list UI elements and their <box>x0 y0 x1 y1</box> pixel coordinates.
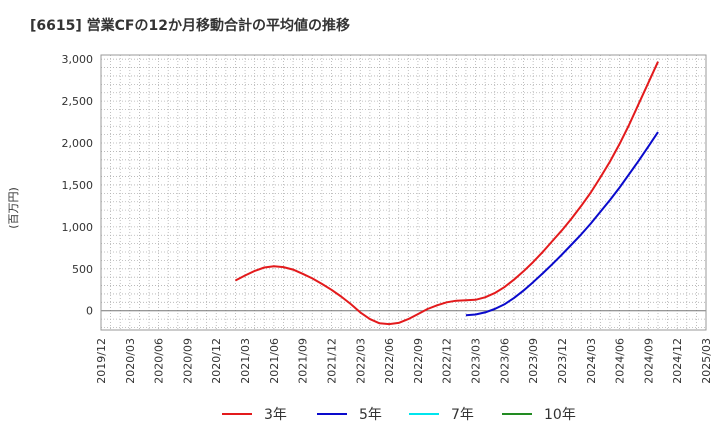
x-tick-label: 2021/09 <box>297 338 310 384</box>
y-tick-label: 0 <box>86 305 93 318</box>
legend-label: 10年 <box>544 407 576 423</box>
series-line-5年 <box>465 131 659 317</box>
y-tick-labels: 3,000 2,500 2,000 1,500 1,000 500 0 <box>62 53 94 318</box>
x-tick-label: 2019/12 <box>95 338 108 384</box>
plot-border <box>100 54 707 331</box>
x-tick-label: 2020/06 <box>153 338 166 384</box>
legend-label: 3年 <box>264 407 287 423</box>
y-tick-label: 2,000 <box>62 137 94 150</box>
y-tick-label: 1,000 <box>62 221 94 234</box>
legend-label: 7年 <box>451 407 474 423</box>
x-tick-label: 2023/12 <box>556 338 569 384</box>
x-tick-labels: 2019/12 2020/03 2020/06 2020/09 2020/12 2021/… <box>95 338 713 384</box>
series-line-3年 <box>234 61 659 326</box>
x-tick-label: 2023/03 <box>470 338 483 384</box>
grid <box>100 55 707 330</box>
x-tick-label: 2022/09 <box>412 338 425 384</box>
y-tick-label: 500 <box>72 263 93 276</box>
x-tick-label: 2022/03 <box>354 338 367 384</box>
legend-label: 5年 <box>359 407 382 423</box>
x-tick-label: 2021/03 <box>239 338 252 384</box>
x-tick-label: 2025/03 <box>700 338 713 384</box>
chart-title: [6615] 営業CFの12か月移動合計の平均値の推移 <box>30 17 350 34</box>
x-tick-label: 2024/03 <box>585 338 598 384</box>
x-tick-label: 2024/12 <box>671 338 684 384</box>
series-lines <box>234 61 659 326</box>
x-tick-label: 2022/12 <box>441 338 454 384</box>
y-tick-label: 1,500 <box>62 179 94 192</box>
x-tick-label: 2021/12 <box>325 338 338 384</box>
x-tick-label: 2024/09 <box>642 338 655 384</box>
y-tick-label: 2,500 <box>62 95 94 108</box>
x-tick-label: 2022/06 <box>383 338 396 384</box>
x-tick-label: 2020/03 <box>124 338 137 384</box>
legend: 3年 5年 7年 10年 <box>222 407 576 423</box>
x-tick-label: 2020/12 <box>210 338 223 384</box>
x-tick-label: 2020/09 <box>181 338 194 384</box>
x-tick-label: 2023/06 <box>498 338 511 384</box>
x-tick-label: 2024/06 <box>614 338 627 384</box>
x-tick-label: 2023/09 <box>527 338 540 384</box>
y-tick-label: 3,000 <box>62 53 94 66</box>
x-tick-label: 2021/06 <box>268 338 281 384</box>
y-axis-label: (百万円) <box>7 187 20 229</box>
